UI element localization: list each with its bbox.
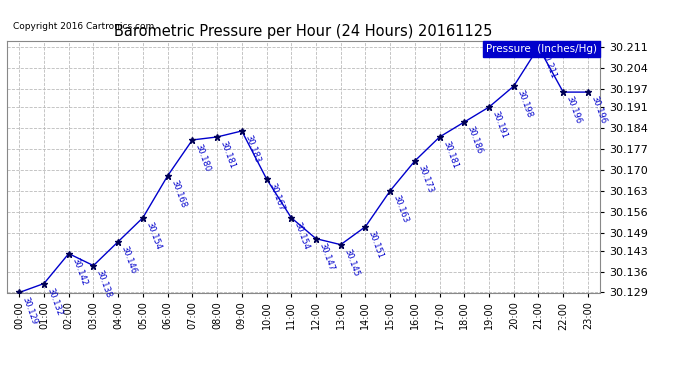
Text: 30.146: 30.146 xyxy=(119,244,138,275)
Text: 30.142: 30.142 xyxy=(70,256,88,287)
Text: 30.145: 30.145 xyxy=(342,248,360,278)
Text: 30.132: 30.132 xyxy=(46,286,63,317)
Text: 30.181: 30.181 xyxy=(441,140,460,170)
Text: 30.154: 30.154 xyxy=(293,220,311,251)
Text: Copyright 2016 Cartronics.com: Copyright 2016 Cartronics.com xyxy=(13,22,154,31)
Text: 30.191: 30.191 xyxy=(491,110,509,140)
Text: 30.181: 30.181 xyxy=(219,140,237,170)
Text: 30.180: 30.180 xyxy=(194,143,212,173)
Text: Pressure  (Inches/Hg): Pressure (Inches/Hg) xyxy=(486,44,598,54)
Text: 30.168: 30.168 xyxy=(169,178,188,209)
Text: 30.196: 30.196 xyxy=(589,95,608,125)
Text: 30.151: 30.151 xyxy=(367,230,385,260)
Text: 30.183: 30.183 xyxy=(243,134,262,164)
Text: 30.129: 30.129 xyxy=(21,295,39,326)
Text: 30.167: 30.167 xyxy=(268,182,286,212)
Text: 30.154: 30.154 xyxy=(144,220,163,251)
Text: 30.196: 30.196 xyxy=(564,95,583,125)
Text: 30.198: 30.198 xyxy=(515,89,533,119)
Title: Barometric Pressure per Hour (24 Hours) 20161125: Barometric Pressure per Hour (24 Hours) … xyxy=(115,24,493,39)
Text: 30.138: 30.138 xyxy=(95,268,113,299)
Text: 30.186: 30.186 xyxy=(466,125,484,155)
Text: 30.163: 30.163 xyxy=(391,194,410,224)
Text: 30.173: 30.173 xyxy=(416,164,435,194)
Text: 30.211: 30.211 xyxy=(540,50,558,80)
Text: 30.147: 30.147 xyxy=(317,242,336,272)
